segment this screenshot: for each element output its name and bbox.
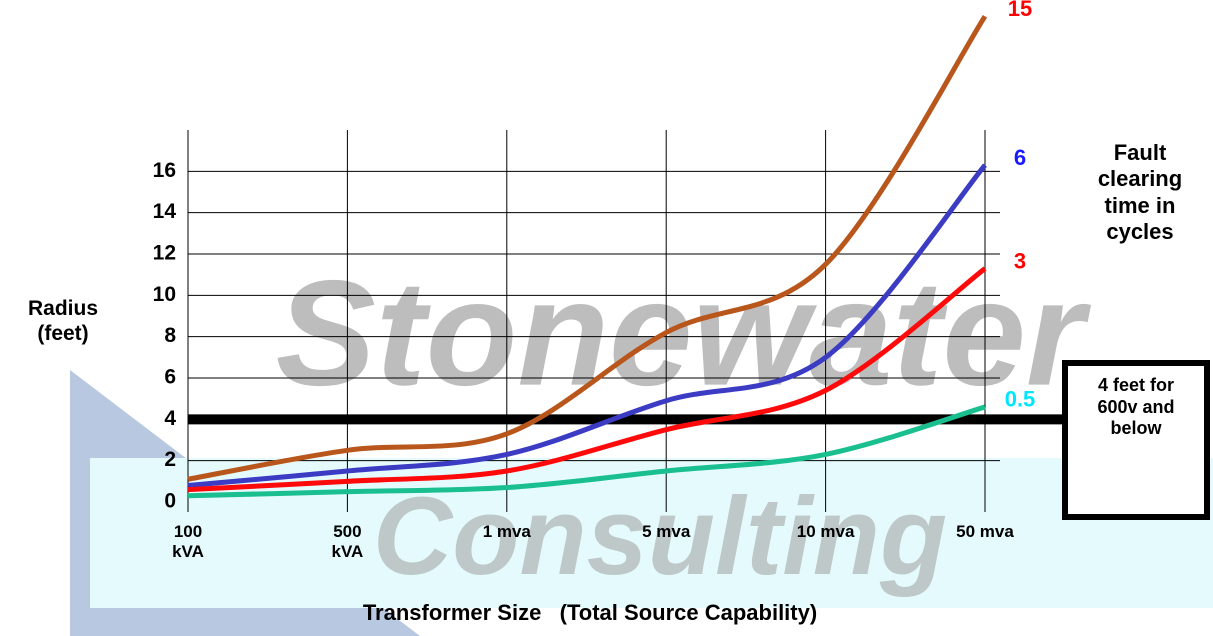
series-line [187,404,986,499]
annotation: 4 feet for 600v and below [1097,375,1175,439]
x-tick-label: 10 mva [796,522,855,541]
series-label: 15 [1008,0,1032,21]
x-axis-label: Transformer Size (Total Source Capabilit… [362,600,818,625]
y-tick-label: 4 [164,407,176,430]
series-label: 0.5 [1005,387,1036,412]
x-tick-label: 100 kVA [172,522,204,562]
watermark: Consulting [373,475,947,598]
legend-title: Fault clearing time in cycles [1097,140,1183,245]
y-tick-label: 8 [164,324,176,347]
y-tick-label: 16 [153,159,176,182]
y-tick-label: 10 [153,283,176,306]
x-tick-label: 5 mva [642,522,691,541]
y-tick-label: 2 [164,448,176,471]
series-line [187,266,987,493]
y-tick-label: 14 [153,200,177,223]
x-tick-label: 1 mva [482,522,531,541]
y-axis-label: Radius (feet) [27,297,98,346]
series-label: 6 [1014,145,1026,170]
series-label: 3 [1014,248,1026,273]
y-tick-label: 0 [164,490,176,513]
series-line [187,14,988,482]
y-tick-label: 6 [164,366,176,389]
x-tick-label: 500 kVA [331,522,364,562]
annotation-box [1062,360,1210,520]
watermark: Stonewater [276,249,1092,417]
y-tick-label: 12 [153,242,176,265]
series-line [187,163,987,488]
x-tick-label: 50 mva [956,522,1014,541]
